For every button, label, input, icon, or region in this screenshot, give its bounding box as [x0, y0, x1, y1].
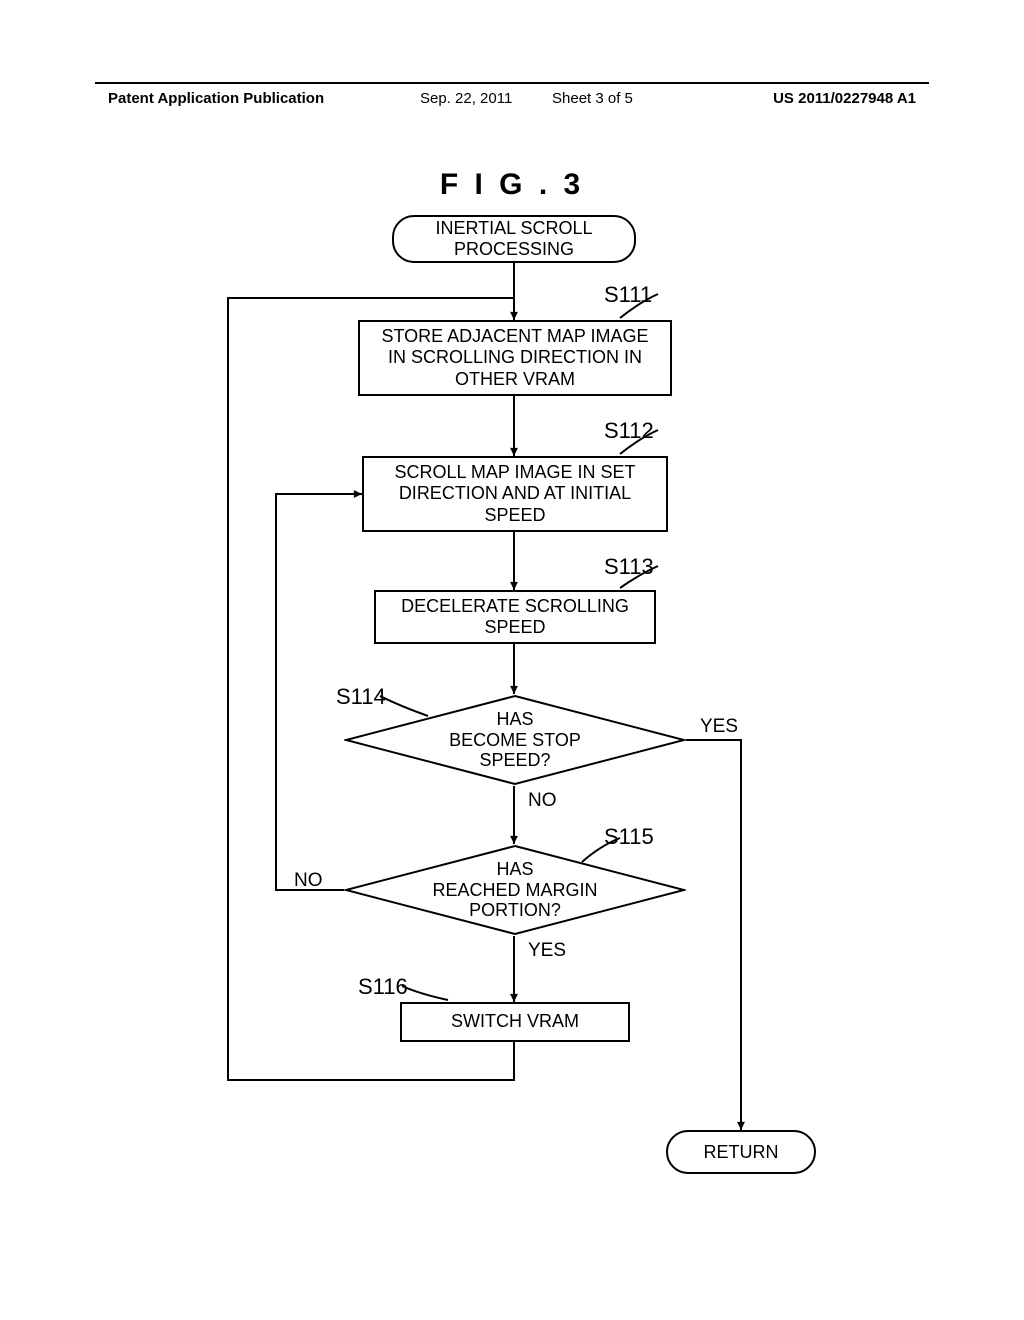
branch-label-s115_no: NO	[294, 870, 323, 892]
process-s113: DECELERATE SCROLLINGSPEED	[374, 590, 656, 644]
branch-label-s115_yes: YES	[528, 940, 566, 962]
step-label-s112: S112	[604, 418, 654, 444]
process-s111: STORE ADJACENT MAP IMAGEIN SCROLLING DIR…	[358, 320, 672, 396]
decision-s114: HASBECOME STOPSPEED?	[344, 694, 686, 786]
step-label-s116: S116	[358, 974, 408, 1000]
branch-label-s114_no: NO	[528, 790, 557, 812]
step-label-s114: S114	[336, 684, 386, 710]
decision-text: HASBECOME STOPSPEED?	[344, 694, 686, 786]
terminal-start: INERTIAL SCROLLPROCESSING	[392, 215, 636, 263]
process-s112: SCROLL MAP IMAGE IN SETDIRECTION AND AT …	[362, 456, 668, 532]
step-label-s113: S113	[604, 554, 654, 580]
decision-s115: HASREACHED MARGINPORTION?	[344, 844, 686, 936]
step-label-s115: S115	[604, 824, 654, 850]
flowchart-canvas	[0, 0, 1024, 1320]
process-s116: SWITCH VRAM	[400, 1002, 630, 1042]
terminal-return: RETURN	[666, 1130, 816, 1174]
decision-text: HASREACHED MARGINPORTION?	[344, 844, 686, 936]
step-label-s111: S111	[604, 282, 652, 308]
branch-label-s114_yes: YES	[700, 716, 738, 738]
